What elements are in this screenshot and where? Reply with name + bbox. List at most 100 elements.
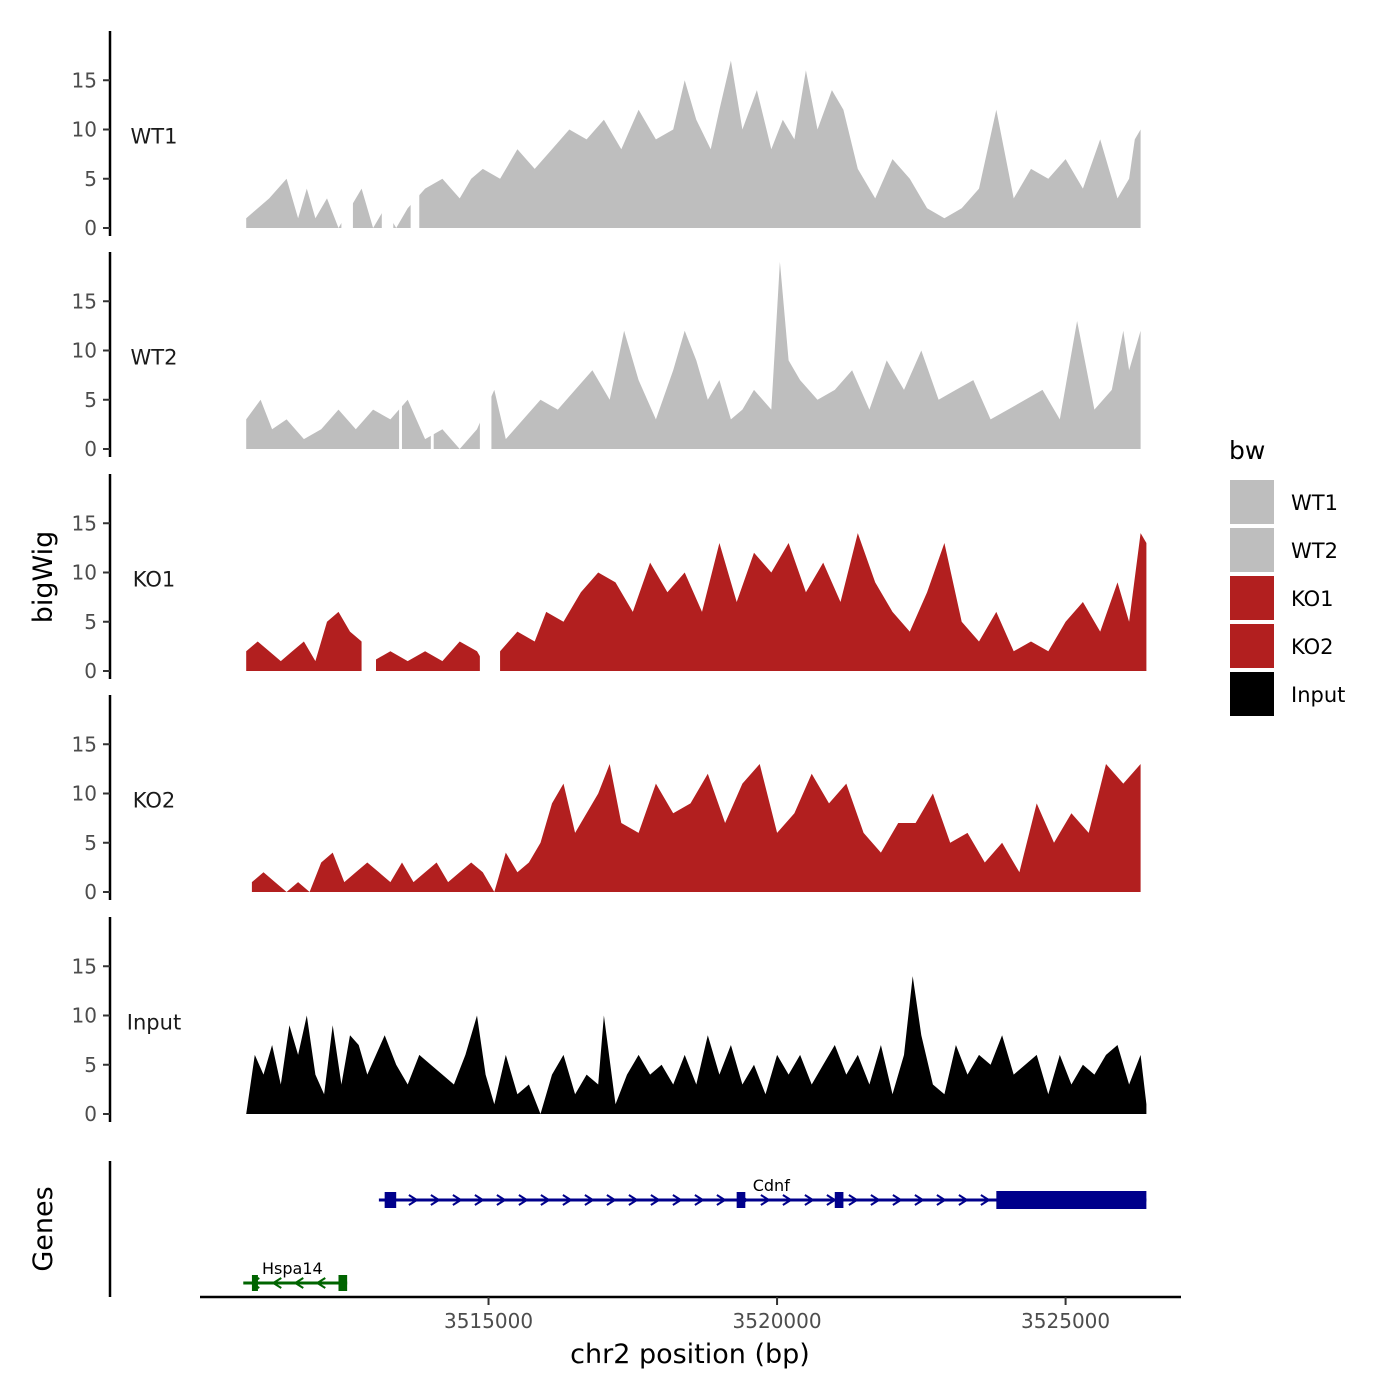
- legend-label: KO2: [1291, 635, 1334, 659]
- strand-arrow: [562, 1194, 573, 1206]
- legend-item-ko1: KO1: [1230, 576, 1334, 620]
- strand-arrow: [848, 1194, 859, 1206]
- strand-arrow: [271, 1277, 282, 1289]
- y-tick-label: 0: [84, 1102, 97, 1126]
- track-wt1: 0 5 10 15 WT1: [72, 31, 1141, 240]
- strand-arrow: [760, 1194, 771, 1206]
- gene-exon: [834, 1192, 844, 1208]
- strand-arrow: [408, 1194, 419, 1206]
- y-tick-label: 0: [84, 437, 97, 461]
- strand-arrow: [936, 1194, 947, 1206]
- y-tick-label: 15: [72, 954, 97, 978]
- y-tick-label: 10: [72, 782, 97, 806]
- legend-label: KO1: [1291, 587, 1334, 611]
- x-tick-label: 3525000: [1021, 1309, 1110, 1333]
- legend-item-wt1: WT1: [1230, 480, 1338, 524]
- track-label: KO1: [133, 568, 176, 592]
- signal-area-ko2: [251, 764, 1141, 892]
- strand-arrow: [804, 1194, 815, 1206]
- strand-arrow: [914, 1194, 925, 1206]
- y-tick-label: 10: [72, 561, 97, 585]
- strand-arrow: [430, 1194, 441, 1206]
- strand-arrow: [606, 1194, 617, 1206]
- legend-label: Input: [1291, 683, 1345, 707]
- legend-swatch: [1230, 624, 1274, 668]
- strand-arrow: [870, 1194, 881, 1206]
- legend-swatch: [1230, 480, 1274, 524]
- gene-exon: [384, 1192, 397, 1208]
- y-tick-label: 5: [84, 167, 97, 191]
- strand-arrow: [958, 1194, 969, 1206]
- strand-arrow: [650, 1194, 661, 1206]
- gene-exon: [338, 1275, 348, 1291]
- signal-tracks: 0 5 10 15 WT1 0 5 10 15 WT2 0 5 10 15 KO1 0 5 10 15 KO2 0 5 10…: [72, 31, 1147, 1126]
- track-ko2: 0 5 10 15 KO2: [72, 695, 1141, 904]
- y-tick-label: 15: [72, 68, 97, 92]
- track-label: KO2: [133, 789, 176, 813]
- strand-arrow: [892, 1194, 903, 1206]
- gene-exon: [251, 1275, 258, 1291]
- strand-arrow: [628, 1194, 639, 1206]
- track-ko1: 0 5 10 15 KO1: [72, 474, 1147, 683]
- y-tick-label: 5: [84, 1053, 97, 1077]
- y-tick-label: 0: [84, 880, 97, 904]
- x-axis: 3515000 3520000 3525000: [200, 1295, 1181, 1333]
- legend-item-ko2: KO2: [1230, 624, 1334, 668]
- legend-swatch: [1230, 576, 1274, 620]
- y-axis-title: bigWig: [28, 531, 59, 624]
- genes-panel: Cdnf Hspa14: [108, 1161, 1147, 1297]
- gene-label: Cdnf: [753, 1176, 790, 1195]
- signal-area-wt2: [246, 261, 1141, 449]
- strand-arrow: [518, 1194, 529, 1206]
- track-label: Input: [127, 1011, 181, 1035]
- track-label: WT2: [131, 346, 178, 370]
- strand-arrow: [452, 1194, 463, 1206]
- legend-label: WT2: [1291, 539, 1338, 563]
- track-wt2: 0 5 10 15 WT2: [72, 252, 1141, 461]
- x-tick-label: 3520000: [733, 1309, 822, 1333]
- gene-cdnf: Cdnf: [378, 1176, 1147, 1209]
- y-tick-label: 10: [72, 339, 97, 363]
- gene-exon: [736, 1192, 746, 1208]
- signal-area-wt1: [246, 60, 1141, 228]
- x-tick-label: 3515000: [444, 1309, 533, 1333]
- strand-arrow: [694, 1194, 705, 1206]
- gene-hspa14: Hspa14: [243, 1259, 348, 1291]
- legend-item-input: Input: [1230, 672, 1345, 716]
- strand-arrow: [315, 1277, 326, 1289]
- strand-arrow: [980, 1194, 991, 1206]
- legend-label: WT1: [1291, 491, 1338, 515]
- y-tick-label: 15: [72, 289, 97, 313]
- y-tick-label: 5: [84, 831, 97, 855]
- y-tick-label: 0: [84, 216, 97, 240]
- strand-arrow: [540, 1194, 551, 1206]
- track-label: WT1: [131, 125, 178, 149]
- signal-area-ko1: [246, 533, 1147, 671]
- gene-exon: [996, 1191, 1147, 1209]
- strand-arrow: [716, 1194, 727, 1206]
- y-tick-label: 5: [84, 610, 97, 634]
- y-tick-label: 5: [84, 388, 97, 412]
- genes-axis-title: Genes: [28, 1186, 59, 1271]
- strand-arrow: [782, 1194, 793, 1206]
- legend-swatch: [1230, 528, 1274, 572]
- legend-item-wt2: WT2: [1230, 528, 1338, 572]
- y-tick-label: 15: [72, 732, 97, 756]
- strand-arrow: [584, 1194, 595, 1206]
- gene-label: Hspa14: [262, 1259, 323, 1278]
- y-tick-label: 15: [72, 511, 97, 535]
- strand-arrow: [496, 1194, 507, 1206]
- strand-arrow: [293, 1277, 304, 1289]
- signal-area-input: [246, 976, 1147, 1114]
- x-axis-title: chr2 position (bp): [570, 1339, 810, 1370]
- legend-title: bw: [1229, 436, 1265, 465]
- y-tick-label: 10: [72, 118, 97, 142]
- y-tick-label: 10: [72, 1004, 97, 1028]
- strand-arrow: [474, 1194, 485, 1206]
- y-tick-label: 0: [84, 659, 97, 683]
- strand-arrow: [672, 1194, 683, 1206]
- legend: bw WT1 WT2 KO1 KO2 Input: [1229, 436, 1345, 716]
- track-input: 0 5 10 15 Input: [72, 917, 1147, 1126]
- legend-swatch: [1230, 672, 1274, 716]
